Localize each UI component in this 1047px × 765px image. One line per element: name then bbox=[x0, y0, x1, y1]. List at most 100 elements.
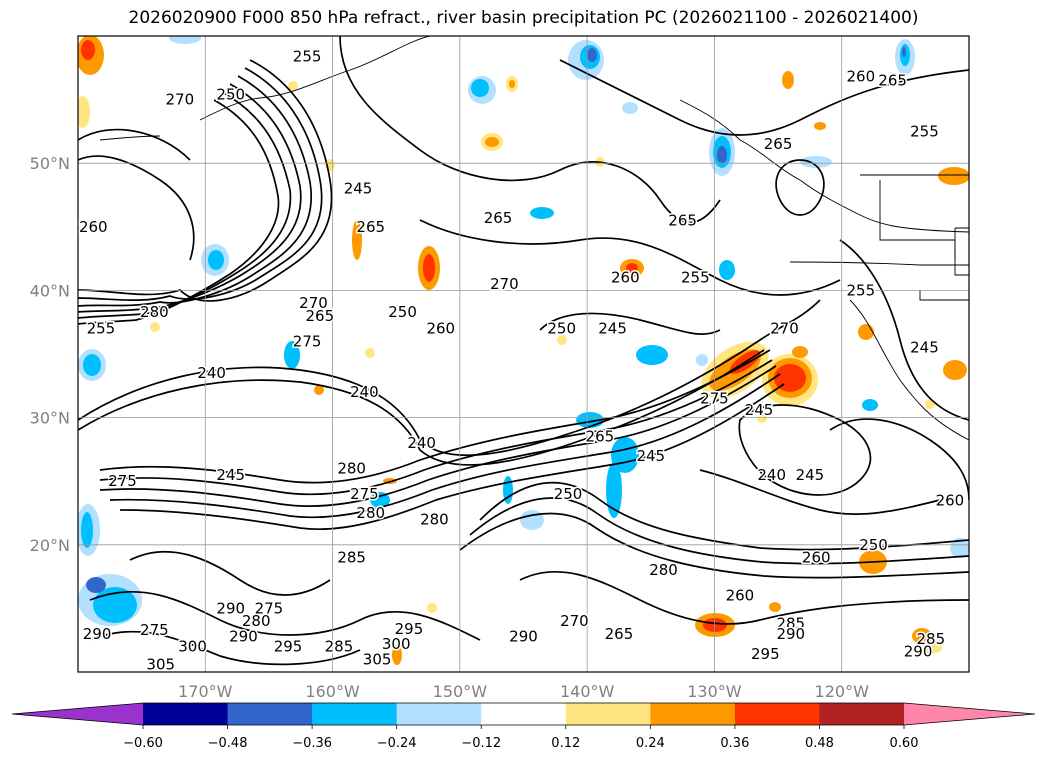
colorbar-tick-label: 0.24 bbox=[636, 736, 665, 751]
colorbar-box bbox=[143, 703, 229, 725]
contour-label: 270 bbox=[770, 320, 799, 338]
longitude-label: 140°W bbox=[560, 682, 615, 701]
contour-label: 295 bbox=[395, 620, 424, 638]
contour-label: 290 bbox=[83, 625, 112, 643]
contour-label: 265 bbox=[484, 209, 513, 227]
contour-label: 240 bbox=[350, 383, 379, 401]
contour-label: 240 bbox=[757, 466, 786, 484]
contour-label: 270 bbox=[299, 294, 328, 312]
contour-label: 245 bbox=[910, 339, 939, 357]
contour-label: 275 bbox=[700, 390, 729, 408]
contour-label: 245 bbox=[216, 466, 245, 484]
contour-label: 255 bbox=[846, 281, 875, 299]
contour-label: 240 bbox=[407, 434, 436, 452]
contour-label: 250 bbox=[859, 536, 888, 554]
contour-label: 260 bbox=[846, 68, 875, 86]
precipitation-shading bbox=[78, 36, 969, 665]
contour-label: 265 bbox=[586, 428, 615, 446]
latitude-labels: 50°N 40°N 30°N 20°N bbox=[30, 154, 70, 555]
contour-label: 260 bbox=[79, 218, 108, 236]
contour-label: 295 bbox=[274, 638, 303, 656]
colorbar-box bbox=[734, 703, 820, 725]
contour-label: 280 bbox=[337, 459, 366, 477]
contour-label: 255 bbox=[910, 122, 939, 140]
contour-label: 280 bbox=[140, 303, 169, 321]
colorbar-extend-max bbox=[904, 703, 1035, 725]
colorbar-tick-label: 0.12 bbox=[551, 736, 580, 751]
contour-label: 245 bbox=[344, 180, 373, 198]
map-plot-area bbox=[78, 36, 969, 672]
contour-label: 290 bbox=[229, 627, 258, 645]
map-title: 2026020900 F000 850 hPa refract., river … bbox=[128, 8, 919, 28]
contour-label: 285 bbox=[325, 638, 354, 656]
longitude-label: 170°W bbox=[178, 682, 233, 701]
contour-label: 265 bbox=[878, 72, 907, 90]
graticule bbox=[78, 36, 969, 672]
contour-label: 275 bbox=[255, 599, 284, 617]
contour-label: 265 bbox=[356, 218, 385, 236]
colorbar-box bbox=[819, 703, 905, 725]
contour-label: 280 bbox=[420, 510, 449, 528]
colorbar-tick-label: −0.24 bbox=[377, 736, 417, 751]
longitude-label: 120°W bbox=[815, 682, 870, 701]
latitude-label: 40°N bbox=[30, 281, 70, 300]
colorbar-tick-label: −0.36 bbox=[292, 736, 332, 751]
longitude-label: 150°W bbox=[433, 682, 488, 701]
contour-label: 305 bbox=[363, 650, 392, 668]
contour-label: 275 bbox=[108, 472, 137, 490]
contour-label: 250 bbox=[554, 485, 583, 503]
contour-label: 255 bbox=[681, 269, 710, 287]
colorbar-box bbox=[481, 703, 567, 725]
contour-label: 270 bbox=[166, 91, 195, 109]
contour-label: 270 bbox=[490, 275, 519, 293]
contour-label: 285 bbox=[337, 549, 366, 567]
refractivity-contours bbox=[78, 36, 969, 666]
contour-label: 245 bbox=[636, 447, 665, 465]
latitude-label: 20°N bbox=[30, 536, 70, 555]
longitude-labels: 170°W 160°W 150°W 140°W 130°W 120°W bbox=[178, 682, 869, 701]
contour-label: 245 bbox=[598, 320, 627, 338]
contour-label: 260 bbox=[726, 587, 755, 605]
contour-label: 290 bbox=[776, 625, 805, 643]
longitude-label: 130°W bbox=[687, 682, 742, 701]
colorbar-box bbox=[565, 703, 651, 725]
contour-label: 285 bbox=[776, 615, 805, 633]
latitude-label: 50°N bbox=[30, 154, 70, 173]
colorbar-box bbox=[227, 703, 313, 725]
colorbar-tick-label: 0.60 bbox=[890, 736, 919, 751]
contour-label: 260 bbox=[802, 549, 831, 567]
colorbar-tick-label: 0.36 bbox=[720, 736, 749, 751]
contour-label: 255 bbox=[293, 47, 322, 65]
contour-label: 290 bbox=[904, 643, 933, 661]
contour-label: 285 bbox=[916, 630, 945, 648]
contour-label: 280 bbox=[356, 504, 385, 522]
contour-label: 275 bbox=[140, 621, 169, 639]
contour-label: 275 bbox=[293, 332, 322, 350]
contour-label: 280 bbox=[242, 612, 271, 630]
map-frame bbox=[77, 35, 970, 673]
colorbar-tick-label: −0.12 bbox=[461, 736, 501, 751]
contour-label: 265 bbox=[306, 307, 335, 325]
contour-label: 300 bbox=[178, 638, 207, 656]
colorbar-box bbox=[650, 703, 736, 725]
contour-label: 245 bbox=[745, 401, 774, 419]
contour-label: 265 bbox=[764, 135, 793, 153]
contour-label: 260 bbox=[426, 320, 455, 338]
contour-label: 280 bbox=[649, 561, 678, 579]
contour-label: 240 bbox=[197, 364, 226, 382]
contour-label: 260 bbox=[611, 269, 640, 287]
coastline bbox=[99, 36, 969, 441]
contour-label: 255 bbox=[87, 320, 116, 338]
contour-label: 250 bbox=[216, 86, 245, 104]
colorbar-tick-label: −0.60 bbox=[123, 736, 163, 751]
contour-label: 260 bbox=[936, 491, 965, 509]
colorbar-box bbox=[396, 703, 482, 725]
contour-labels: 255 280 260 270 250 255 245 250 260 240 240 240 245 2… bbox=[77, 46, 965, 675]
contour-label: 300 bbox=[382, 635, 411, 653]
colorbar-extend-min bbox=[12, 703, 143, 725]
colorbar-tick-label: −0.48 bbox=[208, 736, 248, 751]
contour-label: 250 bbox=[547, 320, 576, 338]
contour-label: 270 bbox=[560, 612, 589, 630]
colorbar: −0.60 −0.48 −0.36 −0.24 −0.12 0.12 0.24 0.36 0.4… bbox=[11, 702, 1036, 751]
